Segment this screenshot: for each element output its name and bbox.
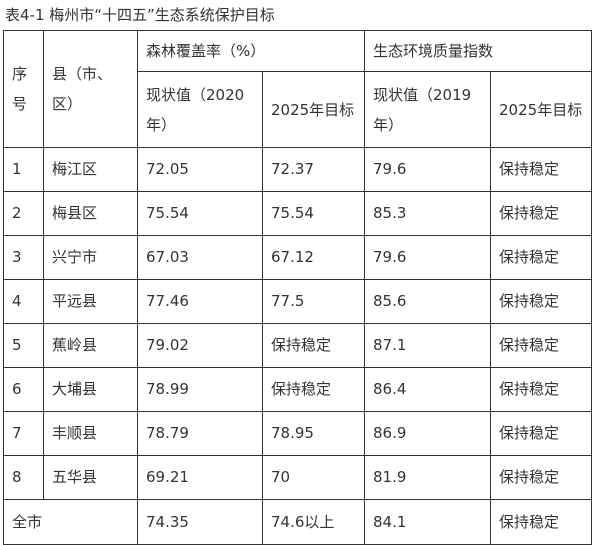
table-row: 1 梅江区 72.05 72.37 79.6 保持稳定 [3, 147, 593, 192]
header-seq-line2: 号 [12, 95, 28, 113]
cell-forest-target: 70 [261, 455, 366, 500]
cell-seq: 3 [3, 235, 44, 280]
cell-name: 梅县区 [43, 191, 138, 236]
cell-forest-current: 72.05 [137, 147, 263, 192]
cell-seq: 7 [3, 411, 44, 456]
header-eco-target: 2025年目标 [490, 71, 593, 148]
cell-eco-current: 85.6 [364, 279, 492, 324]
cell-eco-target: 保持稳定 [490, 147, 593, 192]
header-eco-current-line2: 年） [373, 115, 404, 134]
cell-seq: 5 [3, 323, 44, 368]
header-forest-target: 2025年目标 [261, 71, 366, 148]
header-county-line1: 县（市、 [52, 65, 113, 83]
cell-forest-current: 75.54 [137, 191, 263, 236]
cell-name: 五华县 [43, 455, 138, 500]
table-row-total: 全市 74.35 74.6以上 84.1 保持稳定 [3, 499, 593, 545]
header-seq: 序 号 [3, 30, 44, 148]
cell-eco-target: 保持稳定 [490, 367, 593, 412]
table-row: 2 梅县区 75.54 75.54 85.3 保持稳定 [3, 191, 593, 236]
header-forest-group: 森林覆盖率（%） [136, 30, 366, 72]
cell-eco-target: 保持稳定 [490, 323, 593, 368]
cell-eco-current: 81.9 [364, 455, 492, 500]
cell-eco-current: 86.9 [364, 411, 492, 456]
cell-forest-current: 78.99 [137, 367, 263, 412]
table-row: 8 五华县 69.21 70 81.9 保持稳定 [3, 455, 593, 500]
cell-total-eco-target: 保持稳定 [490, 499, 593, 545]
cell-eco-target: 保持稳定 [490, 235, 593, 280]
header-forest-current-line2: 年） [146, 115, 177, 134]
cell-seq: 1 [3, 147, 44, 192]
table-row: 4 平远县 77.46 77.5 85.6 保持稳定 [3, 279, 593, 324]
header-row-2: 现状值（2020 年） 2025年目标 现状值（2019 年） 2025年目标 [4, 71, 593, 148]
header-row-1: 序 号 县（市、 区） 森林覆盖率（%） 生态环境质量指数 [3, 30, 593, 148]
header-eco-current-line1: 现状值（2019 [373, 85, 472, 104]
table-row: 5 蕉岭县 79.02 保持稳定 87.1 保持稳定 [3, 323, 593, 368]
header-eco-current: 现状值（2019 年） [364, 71, 492, 148]
cell-forest-target: 保持稳定 [261, 323, 366, 368]
table-row: 6 大埔县 78.99 保持稳定 86.4 保持稳定 [3, 367, 593, 412]
cell-name: 丰顺县 [43, 411, 138, 456]
cell-name: 大埔县 [43, 367, 138, 412]
cell-eco-current: 79.6 [364, 235, 492, 280]
cell-total-eco-current: 84.1 [364, 499, 492, 545]
cell-eco-current: 79.6 [364, 147, 492, 192]
header-eco-group: 生态环境质量指数 [364, 30, 593, 72]
cell-name: 平远县 [43, 279, 138, 324]
cell-eco-current: 87.1 [364, 323, 492, 368]
cell-forest-current: 69.21 [137, 455, 263, 500]
cell-forest-target: 77.5 [261, 279, 366, 324]
cell-seq: 8 [3, 455, 44, 500]
cell-forest-target: 保持稳定 [261, 367, 366, 412]
eco-protection-table: 序 号 县（市、 区） 森林覆盖率（%） 生态环境质量指数 现状值（2020 年… [3, 30, 593, 545]
cell-seq: 4 [3, 279, 44, 324]
cell-seq: 2 [3, 191, 44, 236]
cell-seq: 6 [3, 367, 44, 412]
cell-forest-target: 72.37 [261, 147, 366, 192]
cell-eco-current: 85.3 [364, 191, 492, 236]
cell-eco-target: 保持稳定 [490, 411, 593, 456]
header-seq-line1: 序 [12, 65, 28, 83]
cell-eco-target: 保持稳定 [490, 279, 593, 324]
cell-eco-current: 86.4 [364, 367, 492, 412]
cell-total-name: 全市 [3, 499, 138, 545]
cell-forest-target: 78.95 [261, 411, 366, 456]
cell-forest-target: 67.12 [261, 235, 366, 280]
cell-eco-target: 保持稳定 [490, 455, 593, 500]
header-forest-current: 现状值（2020 年） [137, 71, 263, 148]
cell-forest-current: 78.79 [137, 411, 263, 456]
cell-name: 蕉岭县 [43, 323, 138, 368]
cell-eco-target: 保持稳定 [490, 191, 593, 236]
cell-total-forest-current: 74.35 [137, 499, 263, 545]
header-county-line2: 区） [52, 95, 83, 113]
cell-total-forest-target: 74.6以上 [261, 499, 366, 545]
cell-forest-current: 79.02 [137, 323, 263, 368]
cell-forest-current: 77.46 [137, 279, 263, 324]
header-county: 县（市、 区） [43, 30, 138, 148]
table-row: 3 兴宁市 67.03 67.12 79.6 保持稳定 [3, 235, 593, 280]
header-forest-current-line1: 现状值（2020 [146, 85, 245, 104]
cell-forest-target: 75.54 [261, 191, 366, 236]
cell-forest-current: 67.03 [137, 235, 263, 280]
table-caption: 表4-1 梅州市“十四五”生态系统保护目标 [5, 6, 275, 24]
cell-name: 梅江区 [43, 147, 138, 192]
cell-name: 兴宁市 [43, 235, 138, 280]
table-row: 7 丰顺县 78.79 78.95 86.9 保持稳定 [3, 411, 593, 456]
